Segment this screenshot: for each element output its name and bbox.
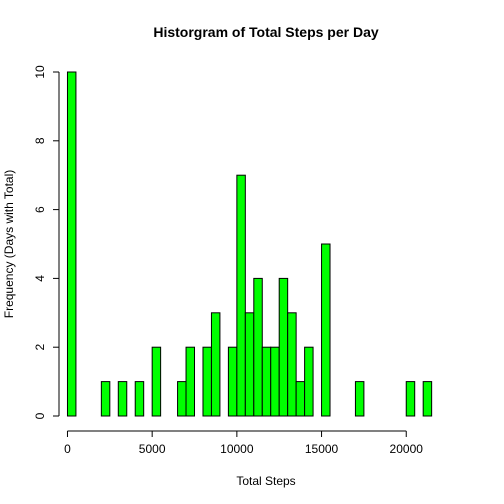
histogram-bar <box>185 346 196 417</box>
y-tick-label: 8 <box>33 137 47 144</box>
histogram-bar <box>295 381 306 417</box>
histogram-bar <box>236 174 246 417</box>
x-axis-label: Total Steps <box>236 474 295 488</box>
histogram-bar <box>422 381 433 417</box>
chart-title: Historgram of Total Steps per Day <box>153 24 379 40</box>
histogram-bar <box>321 243 331 417</box>
histogram-bar <box>100 381 111 417</box>
histogram-bar <box>270 346 280 417</box>
x-tick-label: 10000 <box>220 442 254 456</box>
histogram-bar <box>202 346 212 417</box>
histogram-bar <box>66 71 77 417</box>
histogram-bar <box>261 346 272 417</box>
y-axis: 0 2 4 6 8 10 <box>33 65 60 419</box>
y-tick-label: 2 <box>33 344 47 351</box>
x-axis: 0 5000 10000 15000 20000 <box>64 430 424 456</box>
histogram-bar <box>177 381 187 417</box>
x-tick-label: 20000 <box>390 442 424 456</box>
histogram-bar <box>253 277 263 417</box>
histogram-bar <box>405 381 416 417</box>
histogram-bar <box>210 312 221 417</box>
x-tick-label: 15000 <box>305 442 339 456</box>
x-tick-label: 5000 <box>139 442 166 456</box>
y-tick-label: 6 <box>33 206 47 213</box>
histogram-bar <box>278 277 289 417</box>
histogram-bar <box>244 312 255 417</box>
y-tick-label: 10 <box>33 65 47 79</box>
x-tick-label: 0 <box>64 442 71 456</box>
histogram-bar <box>354 381 365 417</box>
histogram-bar <box>151 346 162 417</box>
histogram-bar <box>227 346 238 417</box>
bars-group <box>66 71 433 417</box>
y-tick-label: 4 <box>33 275 47 282</box>
histogram-bar <box>287 312 297 417</box>
y-axis-label: Frequency (Days with Total) <box>2 170 16 319</box>
histogram-bar <box>304 346 314 417</box>
histogram-bar <box>134 381 145 417</box>
histogram-bar <box>117 381 128 417</box>
y-tick-label: 0 <box>33 412 47 419</box>
